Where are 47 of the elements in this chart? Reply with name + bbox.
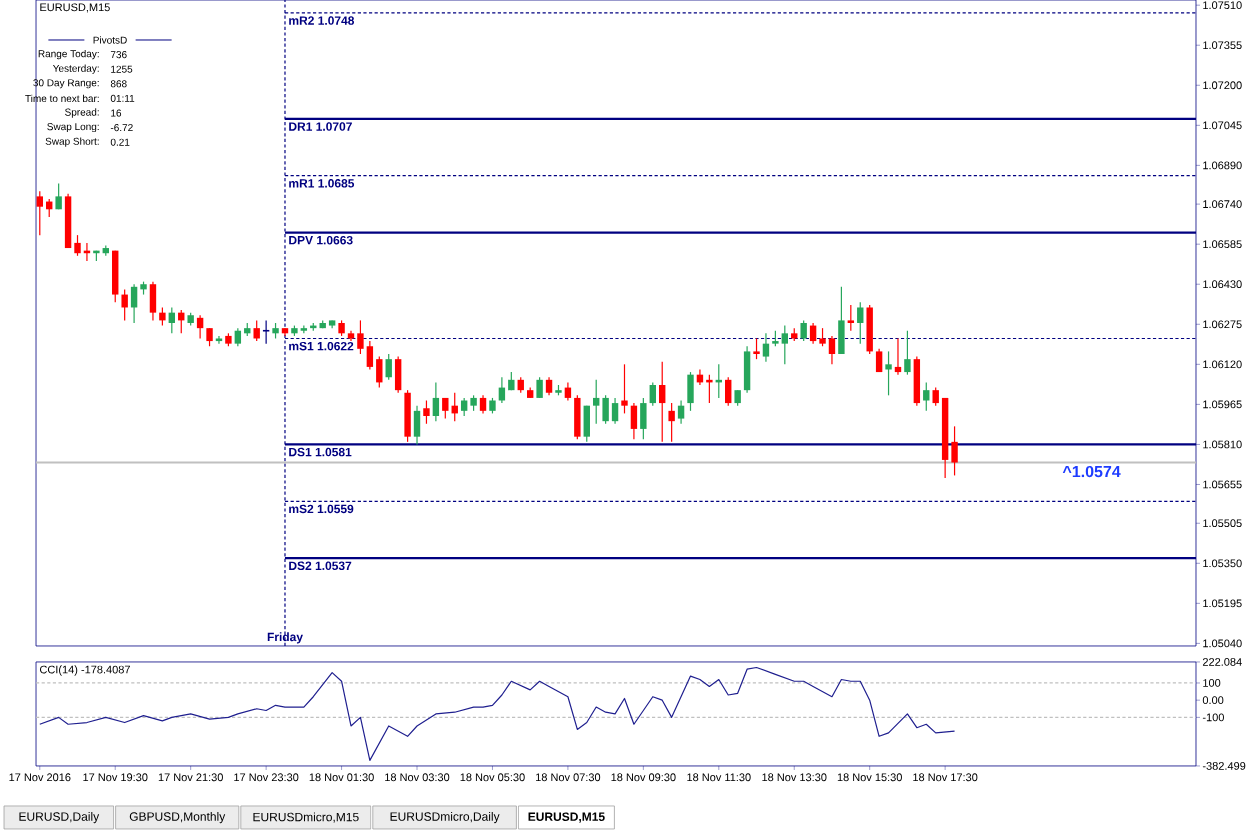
candlestick [753,337,760,360]
candlestick [894,337,902,376]
candlestick [404,389,411,443]
candlestick [649,381,656,407]
candlestick [432,381,440,422]
candlestick [866,304,873,355]
candlestick [677,399,685,425]
candlestick [394,355,402,394]
candlestick [743,345,751,394]
candlestick [159,306,166,327]
candlestick [262,319,271,345]
candlestick [668,402,675,443]
candlestick [564,381,572,402]
candlestick [545,376,553,396]
candlestick [630,402,638,440]
candlestick [913,355,921,407]
candlestick [149,281,157,321]
candlestick [885,350,892,396]
candlestick [234,327,242,347]
candlestick [838,286,845,355]
candlestick [857,301,864,345]
candlestick [121,288,128,321]
candlestick [112,250,119,303]
candlestick [659,361,666,443]
candlestick [640,397,647,440]
candlestick [479,394,487,415]
annotation: ^1.0574 [1062,465,1121,478]
candlestick [687,371,694,412]
candlestick [206,327,213,347]
candlestick [423,399,430,425]
candlestick [55,182,62,210]
line-series [39,666,956,761]
candlestick [583,405,590,443]
candlestick [253,319,260,342]
candlestick [847,304,855,332]
candlestick [904,330,911,376]
candlestick [574,394,581,440]
candlestick [413,405,421,446]
candlestick [196,314,204,340]
candlestick [762,332,770,363]
candlestick [168,306,176,334]
candlestick [923,381,930,412]
candlestick [800,319,807,342]
candlestick [725,376,732,407]
candlestick [536,376,543,399]
candlestick [621,363,628,415]
candlestick [385,353,392,381]
